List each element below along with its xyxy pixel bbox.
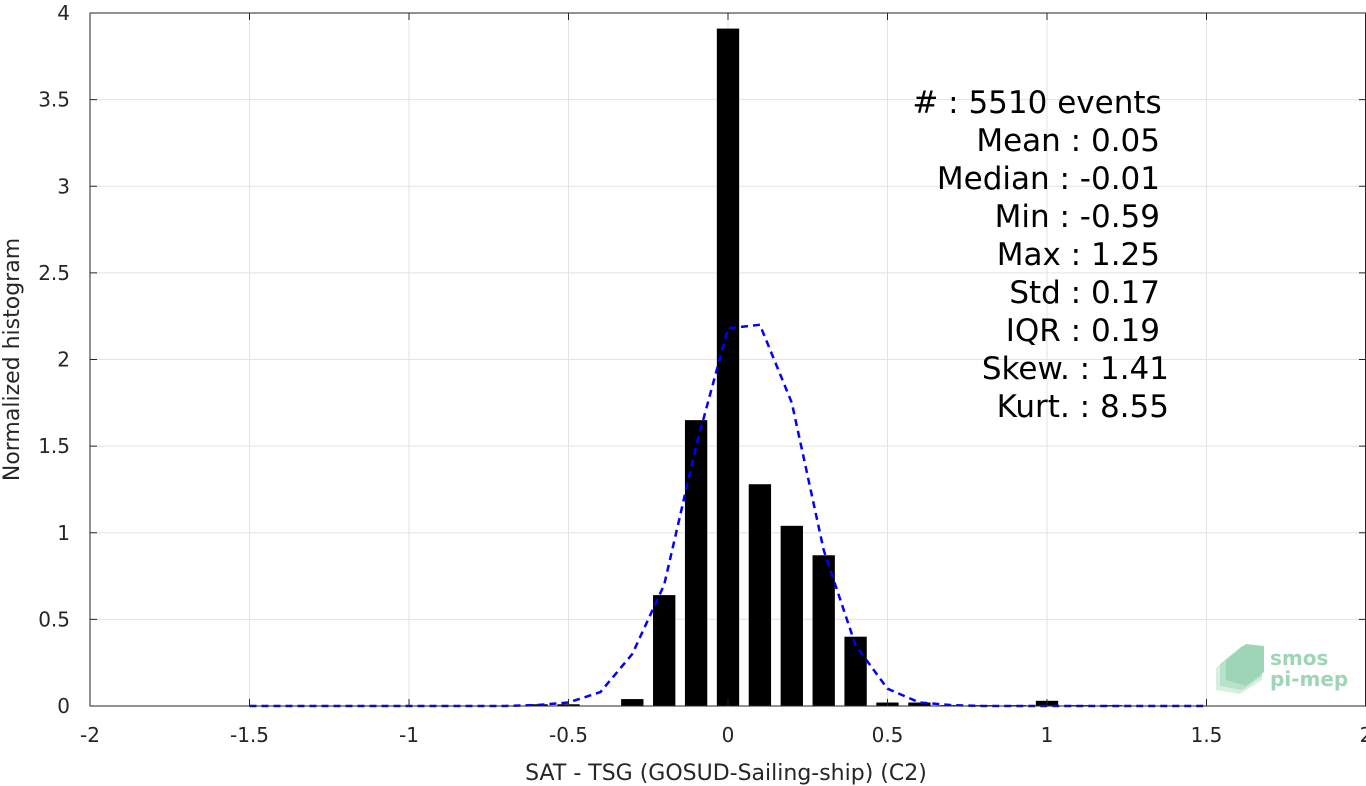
y-tick-label: 4 <box>57 1 70 25</box>
stats-kurt: Kurt. : 8.55 <box>997 389 1169 425</box>
x-tick-label: 1.5 <box>1191 723 1223 747</box>
y-tick-label: 1 <box>57 521 70 545</box>
y-tick-label: 2.5 <box>38 261 70 285</box>
y-tick-labels: 0 0.5 1 1.5 2 2.5 3 3.5 4 <box>38 1 70 718</box>
x-axis-label: SAT - TSG (GOSUD-Sailing-ship) (C2) <box>525 761 927 786</box>
stats-median: Median : -0.01 <box>937 161 1160 197</box>
x-tick-label: 1 <box>1041 723 1054 747</box>
y-tick-label: 0 <box>57 694 70 718</box>
stats-skew: Skew. : 1.41 <box>982 351 1169 387</box>
stats-max: Max : 1.25 <box>997 237 1160 273</box>
histogram-bar <box>653 595 676 706</box>
histogram-bar <box>684 420 708 706</box>
logo-text-smos: smos <box>1270 646 1328 670</box>
stats-count: # : 5510 events <box>912 85 1161 121</box>
x-tick-label: -1.5 <box>230 723 269 747</box>
stats-min: Min : -0.59 <box>995 199 1160 235</box>
y-tick-label: 3.5 <box>38 88 70 112</box>
histogram-bar <box>621 699 644 706</box>
y-tick-label: 3 <box>57 174 70 198</box>
logo-text-pimep: pi-mep <box>1270 667 1348 691</box>
x-tick-label: 0.5 <box>872 723 904 747</box>
histogram-bar <box>525 704 548 706</box>
x-tick-label: -2 <box>80 723 100 747</box>
x-tick-label: 0 <box>722 723 735 747</box>
stats-annotation: # : 5510 events Mean : 0.05 Median : -0.… <box>912 85 1169 425</box>
stats-iqr: IQR : 0.19 <box>1006 313 1160 349</box>
y-tick-label: 2 <box>57 348 70 372</box>
y-axis-label: Normalized histogram <box>0 238 25 481</box>
x-tick-labels: -2 -1.5 -1 -0.5 0 0.5 1 1.5 2 <box>80 723 1366 747</box>
smos-pi-mep-logo: smos pi-mep <box>1216 644 1348 694</box>
histogram-bar <box>844 636 867 706</box>
y-tick-label: 1.5 <box>38 434 70 458</box>
x-tick-label: -1 <box>399 723 419 747</box>
logo-layers-icon <box>1216 644 1264 694</box>
stats-mean: Mean : 0.05 <box>976 123 1160 159</box>
stats-std: Std : 0.17 <box>1009 275 1160 311</box>
histogram-bar <box>908 702 931 706</box>
ticks <box>89 12 1366 707</box>
x-tick-label: -0.5 <box>549 723 588 747</box>
histogram-bar <box>812 555 835 706</box>
y-tick-label: 0.5 <box>38 607 70 631</box>
x-tick-label: 2 <box>1360 723 1366 747</box>
histogram-bar <box>780 525 803 706</box>
histogram-bar <box>716 28 740 706</box>
histogram-bar <box>748 484 772 706</box>
